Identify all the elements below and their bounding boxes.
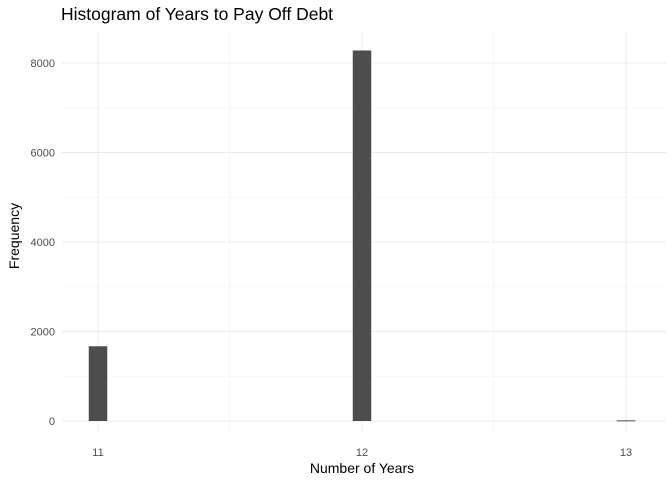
x-axis-title: Number of Years <box>310 460 414 476</box>
x-axis-ticks: 11 12 13 <box>92 447 632 459</box>
y-tick-label: 6000 <box>31 148 55 160</box>
histogram-bar <box>88 346 108 421</box>
y-axis-title: Frequency <box>6 203 22 269</box>
y-tick-label: 2000 <box>31 327 55 339</box>
x-tick-label: 11 <box>92 447 103 459</box>
y-tick-label: 0 <box>49 416 55 428</box>
y-tick-label: 8000 <box>31 58 55 70</box>
y-axis-ticks: 0 2000 4000 6000 8000 <box>31 58 55 428</box>
chart-title: Histogram of Years to Pay Off Debt <box>61 4 334 24</box>
x-tick-label: 13 <box>620 447 632 459</box>
x-tick-label: 12 <box>356 447 368 459</box>
histogram-bars <box>88 50 636 422</box>
y-tick-label: 4000 <box>31 237 55 249</box>
histogram-bar <box>616 420 636 422</box>
histogram-bar <box>352 50 372 421</box>
